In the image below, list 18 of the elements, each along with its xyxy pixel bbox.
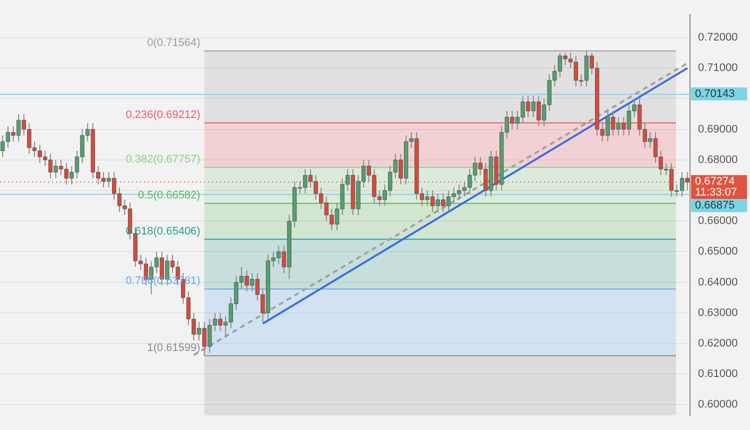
y-tick-label: 0.60000 — [698, 398, 738, 411]
band-label: 1(0.61599) — [147, 342, 200, 354]
y-tick-label: 0.64000 — [698, 276, 738, 288]
band-label: 0.382(0.67757) — [126, 153, 200, 166]
y-tick-label: 0.71000 — [698, 62, 738, 74]
y-tick-label: 0.61000 — [698, 368, 738, 380]
band-label: 0(0.71564) — [147, 36, 200, 49]
y-tick-label: 0.65000 — [698, 246, 738, 258]
y-tick-label: 0.66000 — [698, 215, 738, 228]
y-tick-label: 0.63000 — [698, 306, 738, 319]
band-label: 0.236(0.69212) — [126, 108, 200, 121]
ref-line-label: 0.70143 — [695, 88, 735, 100]
y-tick-label: 0.72000 — [698, 32, 738, 44]
y-tick-label: 0.69000 — [698, 123, 738, 136]
y-tick-label: 0.62000 — [698, 338, 738, 350]
ref-line-label: 0.67274 11:33:07 — [695, 176, 738, 199]
y-tick-label: 0.68000 — [698, 154, 738, 166]
ref-line-label: 0.66875 — [695, 200, 735, 212]
